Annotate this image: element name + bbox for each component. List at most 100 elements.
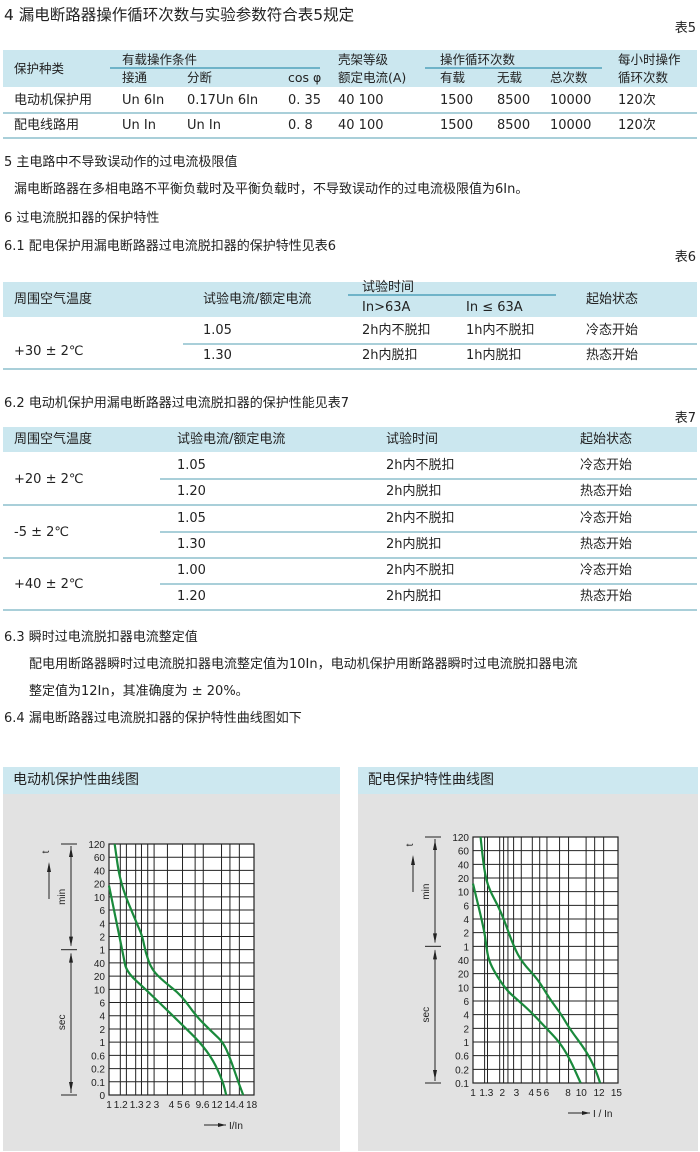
x-tick-label: 5 [536, 1088, 542, 1099]
y-tick-label: 120 [452, 833, 469, 844]
table5-cell: 0.17Un 6In [187, 93, 259, 108]
y-axis-label: t [41, 850, 52, 853]
y-unit-sec: sec [57, 1015, 68, 1031]
table5-cell: 40 100 [338, 93, 384, 108]
y-tick-label: 0 [99, 1091, 105, 1102]
x-tick-label: 1 [106, 1100, 112, 1111]
temp-cell: +20 ± 2℃ [14, 472, 84, 487]
table5-cell: 120次 [618, 93, 656, 108]
table5-cell: 8500 [497, 118, 531, 133]
table7-cell: 1.00 [177, 563, 206, 579]
y-tick-label: 120 [88, 840, 105, 851]
y-tick-label: 4 [463, 1011, 469, 1022]
th-le63: In ≤ 63A [466, 300, 523, 315]
range-arrow-icon [433, 840, 437, 850]
th-perhour1: 每小时操作 [618, 52, 681, 67]
table7-cell: 热态开始 [580, 484, 633, 499]
temp-cell: +30 ± 2℃ [14, 344, 84, 359]
table7-cell: 2h内脱扣 [386, 589, 442, 605]
th-time: 试验时间 [362, 280, 415, 295]
group-divider [3, 504, 697, 506]
x-tick-label: 8 [565, 1088, 571, 1099]
x-tick-label: 1.3 [479, 1088, 493, 1099]
table7-header [3, 427, 697, 452]
y-tick-label: 10 [458, 983, 470, 994]
th-time: 试验时间 [386, 432, 439, 447]
table6-cell: 2h内脱扣 [362, 348, 418, 363]
table5-cell: Un 6In [122, 93, 165, 108]
th-frame1: 壳架等级 [338, 52, 389, 67]
y-axis-label: t [405, 843, 416, 846]
x-tick-label: 18 [246, 1100, 258, 1111]
trip-curve-0 [107, 885, 228, 1096]
table6-cell: 1h内不脱扣 [466, 323, 535, 338]
section-6-title: 6 过电流脱扣器的保护特性 [4, 211, 160, 226]
th-frame2: 额定电流(A) [338, 70, 407, 85]
y-tick-label: 6 [463, 997, 469, 1008]
x-tick-label: 2 [146, 1100, 152, 1111]
table5-cell: 40 100 [338, 118, 384, 133]
x-tick-label: 12 [593, 1088, 605, 1099]
section-6-3-title: 6.3 瞬时过电流脱扣器电流整定值 [4, 630, 198, 645]
section-6-2-title: 6.2 电动机保护用漏电断路器过电流脱扣器的保护性能见表7 [4, 396, 350, 411]
table6-cell: 1.05 [203, 323, 232, 338]
th-ratio: 试验电流/额定电流 [203, 292, 312, 307]
x-tick-label: 4 [529, 1088, 535, 1099]
table7-cell: 冷态开始 [580, 510, 633, 526]
th-ratio: 试验电流/额定电流 [177, 432, 286, 447]
header-divider [348, 294, 556, 296]
table7-label: 表7 [674, 411, 696, 426]
row-divider [183, 343, 697, 345]
y-tick-label: 40 [458, 956, 470, 967]
table6-header [3, 282, 697, 317]
row-divider [160, 583, 697, 586]
table7-cell: 2h内不脱扣 [386, 458, 455, 473]
up-arrow-icon [47, 862, 51, 872]
table6-label: 表6 [674, 250, 696, 265]
motor-curve-title: 电动机保护性曲线图 [3, 767, 340, 794]
th-make: 接通 [122, 70, 148, 85]
x-tick-label: 9.6 [196, 1100, 210, 1111]
x-tick-label: 15 [611, 1088, 623, 1099]
header-divider [110, 67, 320, 69]
y-tick-label: 0.6 [91, 1051, 105, 1062]
y-tick-label: 10 [94, 893, 106, 904]
table6-cell: 热态开始 [586, 348, 639, 363]
table5-cell: 8500 [497, 93, 531, 108]
trip-curve-1 [479, 836, 602, 1084]
table5-cell: Un In [122, 118, 156, 133]
table5-header [3, 50, 697, 87]
x-tick-label: 10 [576, 1088, 588, 1099]
th-cos: cos φ [288, 70, 322, 85]
distribution-curve-panel: 配电保护特性曲线图 120 60 40 20 10 6 4 2 1 40 20 10 6 4 2 1 0.6 0.… [358, 767, 698, 1151]
y-tick-label: 20 [94, 880, 106, 891]
table5-cell: Un In [187, 118, 221, 133]
table5-label: 表5 [674, 21, 696, 36]
x-tick-label: 1.2 [114, 1100, 128, 1111]
right-arrow-icon [582, 1111, 590, 1115]
row-divider [3, 112, 697, 114]
th-state: 起始状态 [586, 292, 639, 307]
x-tick-label: 1 [470, 1088, 476, 1099]
y-tick-label: 2 [99, 932, 105, 943]
table6-cell: 1h内脱扣 [466, 348, 522, 363]
y-tick-label: 40 [94, 959, 106, 970]
y-tick-label: 0.6 [455, 1052, 469, 1063]
section-5-text: 漏电断路器在多相电路不平衡负载时及平衡负载时，不导致误动作的过电流极限值为6In… [14, 182, 529, 197]
x-tick-label: 6 [544, 1088, 550, 1099]
table5-cell: 0. 8 [288, 118, 313, 133]
table7-cell: 1.20 [177, 484, 206, 499]
x-tick-label: 2 [500, 1088, 506, 1099]
header-divider [425, 67, 602, 69]
table5-cell: 120次 [618, 118, 656, 133]
y-tick-label: 6 [463, 901, 469, 912]
table6-cell: 1.30 [203, 348, 232, 363]
y-tick-label: 10 [458, 888, 470, 899]
th-total: 总次数 [550, 70, 588, 85]
y-tick-label: 20 [458, 970, 470, 981]
group-divider [3, 609, 697, 612]
y-unit-sec: sec [421, 1007, 432, 1023]
y-tick-label: 0.1 [455, 1079, 469, 1090]
table5-cell: 1500 [440, 93, 474, 108]
